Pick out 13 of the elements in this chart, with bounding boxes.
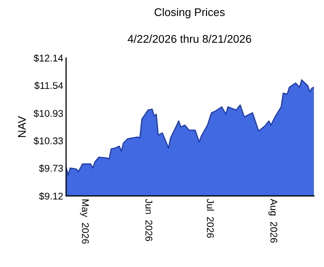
y-tick-label: $9.73: [39, 164, 63, 172]
x-tick-label: Aug 2026: [268, 198, 278, 243]
chart-title: Closing Prices: [154, 8, 225, 18]
y-tick-label: $10.33: [34, 136, 63, 145]
x-tick-label: Jun 2026: [145, 198, 152, 242]
y-axis-title: NAV: [18, 116, 26, 138]
y-tick-label: $9.12: [39, 192, 63, 200]
x-tick-label: May 2026: [80, 200, 89, 244]
y-tick-label: $10.93: [34, 110, 63, 118]
y-tick-label: $12.14: [34, 54, 64, 62]
chart-subtitle: 4/22/2026 thru 8/21/2026: [128, 34, 252, 43]
y-tick-label: $11.54: [34, 82, 64, 90]
x-tick-label: Jul 2026: [206, 198, 214, 238]
